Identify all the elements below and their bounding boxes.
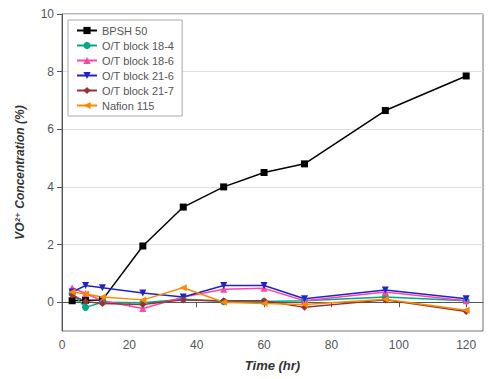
svg-text:BPSH 50: BPSH 50 bbox=[102, 25, 147, 37]
svg-text:0: 0 bbox=[47, 295, 54, 309]
svg-text:100: 100 bbox=[389, 338, 409, 352]
svg-text:10: 10 bbox=[41, 7, 55, 21]
svg-text:O/T block 21-6: O/T block 21-6 bbox=[102, 70, 174, 82]
svg-text:80: 80 bbox=[325, 338, 339, 352]
svg-text:VO²⁺ Concentration (%): VO²⁺ Concentration (%) bbox=[13, 105, 27, 239]
svg-text:6: 6 bbox=[47, 122, 54, 136]
svg-text:Nafion 115: Nafion 115 bbox=[102, 100, 154, 112]
svg-text:O/T block 18-6: O/T block 18-6 bbox=[102, 55, 174, 67]
svg-text:2: 2 bbox=[47, 238, 54, 252]
svg-text:O/T block 18-4: O/T block 18-4 bbox=[102, 40, 174, 52]
svg-text:40: 40 bbox=[190, 338, 204, 352]
svg-text:4: 4 bbox=[47, 180, 54, 194]
svg-text:Time (hr): Time (hr) bbox=[245, 358, 300, 373]
svg-text:20: 20 bbox=[123, 338, 137, 352]
svg-text:60: 60 bbox=[257, 338, 271, 352]
svg-text:0: 0 bbox=[59, 338, 66, 352]
svg-text:O/T block 21-7: O/T block 21-7 bbox=[102, 85, 174, 97]
svg-text:120: 120 bbox=[456, 338, 476, 352]
svg-text:8: 8 bbox=[47, 65, 54, 79]
